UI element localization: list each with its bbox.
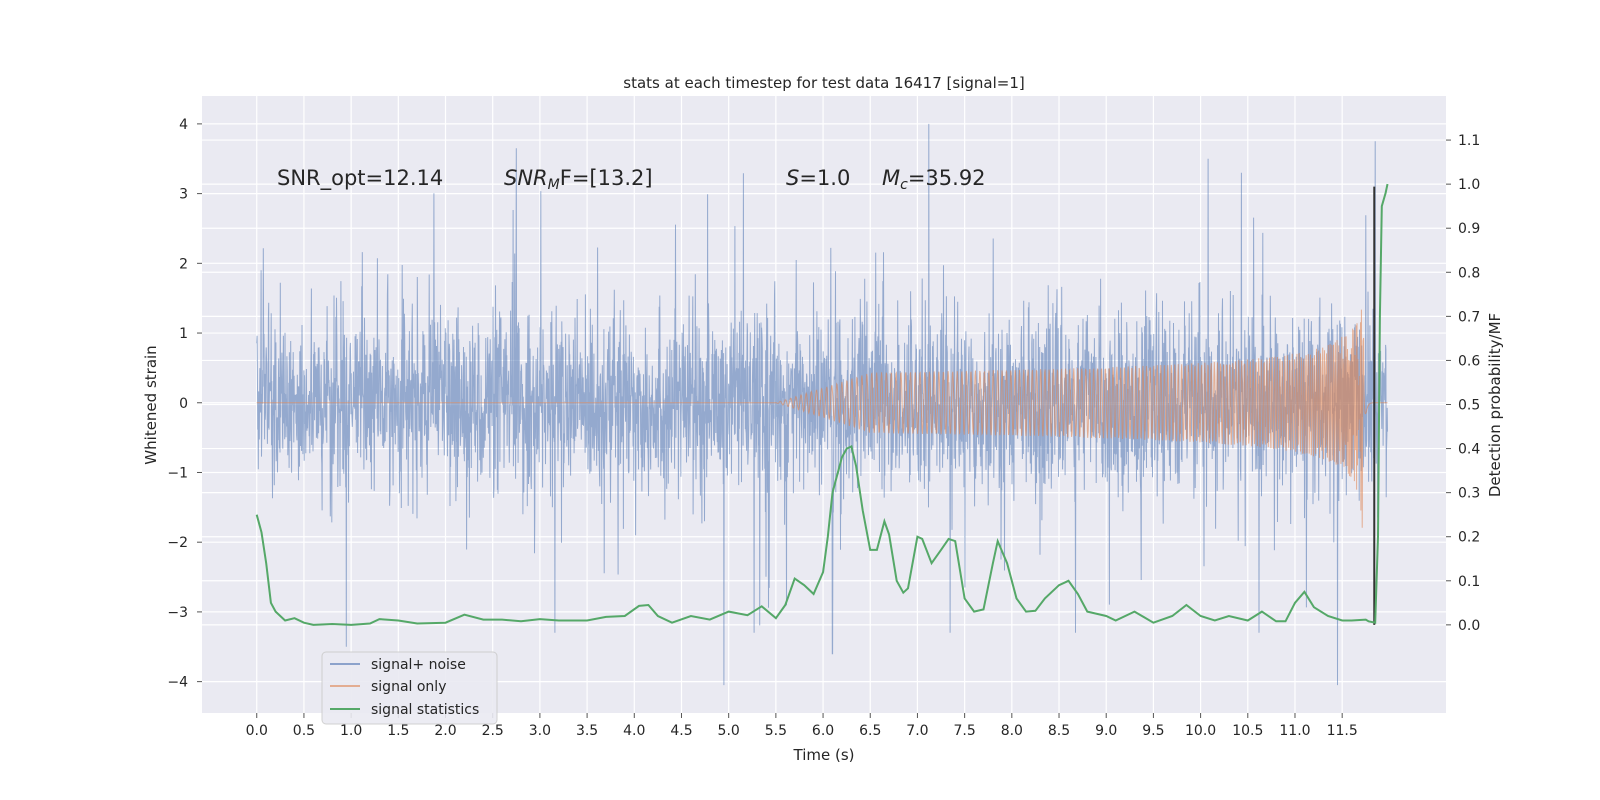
x-tick-label: 5.0 — [718, 723, 740, 739]
x-tick-label: 5.5 — [765, 723, 787, 739]
x-tick-label: 4.0 — [623, 723, 645, 739]
x-tick-label: 10.0 — [1185, 723, 1216, 739]
y-left-tick-label: 4 — [179, 117, 188, 133]
x-tick-label: 6.5 — [859, 723, 881, 739]
x-tick-label: 9.0 — [1095, 723, 1117, 739]
y-left-tick-label: 3 — [179, 187, 188, 203]
y-right-tick-label: 1.0 — [1458, 177, 1480, 193]
x-tick-label: 11.0 — [1279, 723, 1310, 739]
y-right-tick-label: 0.8 — [1458, 265, 1480, 281]
y-right-tick-label: 0.6 — [1458, 353, 1480, 369]
x-tick-label: 3.5 — [576, 723, 598, 739]
y-right-tick-label: 0.7 — [1458, 309, 1480, 325]
x-axis-ticks: 0.0 0.5 1.0 1.5 2.0 2.5 3.0 3.5 4.0 4.5 5.0 5.5 6.0 6… — [246, 713, 1358, 739]
x-tick-label: 11.5 — [1327, 723, 1358, 739]
x-tick-label: 4.5 — [670, 723, 692, 739]
y-left-tick-label: −3 — [167, 605, 188, 621]
y-right-tick-label: 0.2 — [1458, 530, 1480, 546]
y-right-tick-label: 1.1 — [1458, 133, 1480, 149]
signal-statistics-series — [255, 183, 1389, 626]
legend-box — [321, 651, 498, 725]
x-tick-label: 7.0 — [906, 723, 928, 739]
x-axis-label: Time (s) — [793, 746, 855, 764]
legend-label-signal: signal only — [371, 679, 446, 695]
annotation-snr-opt: SNR_opt=12.14 — [277, 166, 443, 191]
chart-title: stats at each timestep for test data 164… — [623, 74, 1024, 92]
y-right-tick-label: 0.4 — [1458, 442, 1480, 458]
x-tick-label: 3.0 — [529, 723, 551, 739]
x-tick-label: 6.0 — [812, 723, 834, 739]
x-tick-label: 8.0 — [1001, 723, 1023, 739]
x-tick-label: 0.5 — [293, 723, 315, 739]
x-tick-label: 1.0 — [340, 723, 362, 739]
legend: signal+ noise signal only signal statist… — [321, 651, 498, 725]
y-axis-left-label: Whitened strain — [142, 345, 160, 464]
x-tick-label: 9.5 — [1142, 723, 1164, 739]
y-left-tick-label: 2 — [179, 256, 188, 272]
x-tick-label: 2.5 — [482, 723, 504, 739]
y-right-tick-label: 0.3 — [1458, 486, 1480, 502]
signal-only-series — [256, 309, 1388, 528]
signal-plus-noise-series — [256, 123, 1388, 686]
y-right-tick-label: 0.9 — [1458, 221, 1480, 237]
x-tick-label: 10.5 — [1232, 723, 1263, 739]
x-tick-label: 8.5 — [1048, 723, 1070, 739]
x-tick-label: 7.5 — [954, 723, 976, 739]
y-right-tick-label: 0.1 — [1458, 574, 1480, 590]
legend-label-noise: signal+ noise — [371, 657, 466, 673]
y-axis-right-label: Detection probability/MF — [1486, 313, 1504, 497]
annotation-s: S=1.0 — [786, 166, 850, 190]
annotation-snr-mf: SNRMF=[13.2] — [504, 166, 653, 193]
x-tick-label: 0.0 — [246, 723, 268, 739]
signal-only-line — [256, 309, 1388, 528]
signal-plus-noise-line — [256, 123, 1388, 686]
y-left-tick-label: 0 — [179, 396, 188, 412]
x-tick-label: 1.5 — [387, 723, 409, 739]
x-tick-label: 2.0 — [434, 723, 456, 739]
y-right-tick-label: 0.0 — [1458, 618, 1480, 634]
y-left-tick-label: −1 — [167, 465, 188, 481]
legend-label-statistics: signal statistics — [371, 702, 479, 718]
y-right-tick-label: 0.5 — [1458, 398, 1480, 414]
y-left-tick-label: −2 — [167, 535, 188, 551]
annotation-mc: Mc=35.92 — [882, 166, 986, 193]
y-axis-left-ticks: 4 3 2 1 0 −1 −2 −3 −4 — [167, 117, 202, 691]
y-left-tick-label: −4 — [167, 675, 188, 691]
signal-statistics-line — [255, 183, 1389, 626]
y-left-tick-label: 1 — [179, 326, 188, 342]
y-axis-right-ticks: 1.1 1.0 0.9 0.8 0.7 0.6 0.5 0.4 0.3 0.2 0.1 0.0 — [1446, 133, 1480, 634]
